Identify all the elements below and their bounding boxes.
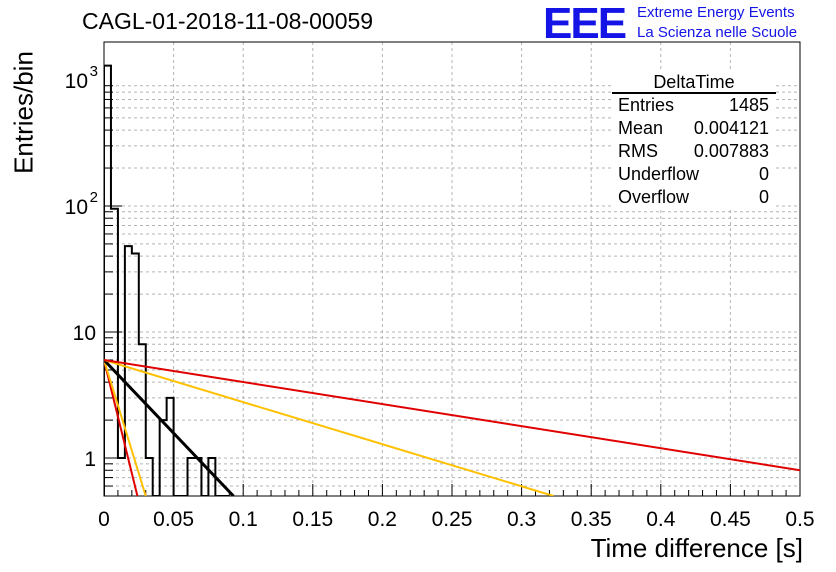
y-tick-exponent: 3	[90, 63, 98, 80]
y-tick-exponent: 2	[90, 189, 98, 206]
stats-row-rms: RMS 0.007883	[612, 140, 776, 163]
x-tick-label: 0.2	[368, 508, 397, 531]
fit-line-black	[104, 358, 235, 496]
eee-logo: EEE	[543, 0, 627, 48]
fit-line-orange	[104, 359, 147, 496]
logo-caption-line2: La Scienza nelle Scuole	[637, 24, 798, 41]
stats-row-underflow: Underflow 0	[612, 163, 776, 186]
x-tick-label: 0	[98, 508, 110, 531]
fit-line-orange	[104, 359, 554, 496]
chart-title: CAGL-01-2018-11-08-00059	[82, 8, 374, 34]
logo-caption: Extreme Energy Events La Scienza nelle S…	[637, 3, 797, 43]
y-tick-label: 10	[65, 70, 88, 93]
stats-value: 0.004121	[693, 118, 769, 138]
x-tick-label: 0.35	[571, 508, 612, 531]
y-tick-label: 1	[84, 448, 96, 471]
stats-label: Overflow	[618, 187, 690, 207]
y-axis-label: Entries/bin	[8, 51, 39, 174]
stats-row-overflow: Overflow 0	[612, 186, 776, 209]
x-axis-label: Time difference [s]	[590, 533, 803, 563]
stats-value: 1485	[728, 95, 769, 115]
x-tick-label: 0.5	[785, 508, 814, 531]
stats-label: RMS	[618, 141, 658, 161]
y-tick-label: 10	[73, 322, 96, 345]
x-tick-label: 0.4	[646, 508, 676, 531]
stats-title: DeltaTime	[612, 72, 776, 94]
x-tick-label: 0.15	[292, 508, 333, 531]
stats-box: DeltaTime Entries 1485 Mean 0.004121 RMS 0.…	[612, 72, 776, 209]
stats-label: Entries	[618, 95, 675, 115]
x-tick-label: 0.25	[432, 508, 473, 531]
histogram-outline	[104, 64, 230, 496]
stats-value: 0.007883	[693, 141, 769, 161]
stats-label: Underflow	[618, 164, 700, 184]
x-tick-label: 0.3	[507, 508, 536, 531]
stats-label: Mean	[618, 118, 664, 138]
stats-row-entries: Entries 1485	[612, 94, 776, 117]
stats-value: 0	[758, 187, 769, 207]
fit-line-red	[104, 358, 800, 472]
stats-value: 0	[758, 164, 769, 184]
y-tick-label: 10	[65, 196, 88, 219]
x-tick-label: 0.45	[710, 508, 751, 531]
fit-line-red	[104, 359, 139, 496]
x-tick-label: 0.05	[153, 508, 194, 531]
x-tick-label: 0.1	[229, 508, 258, 531]
logo-caption-line1: Extreme Energy Events	[637, 4, 795, 21]
stats-row-mean: Mean 0.004121	[612, 117, 776, 140]
